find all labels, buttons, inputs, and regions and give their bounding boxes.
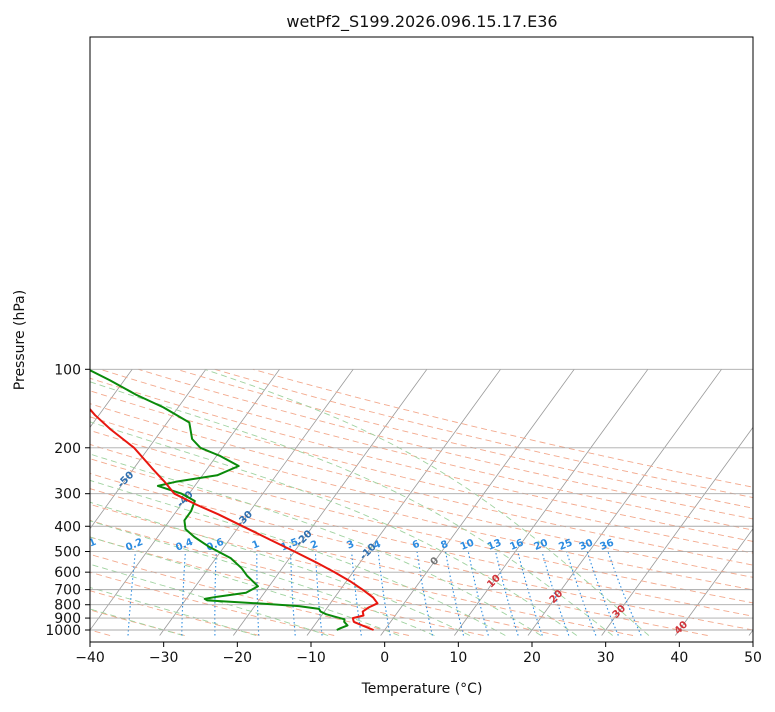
axes-ticks: −40 −30 −20 −10 0 10 20 30 40 5010020030040050060…	[45, 362, 762, 666]
mixing-ratio-line	[566, 551, 597, 636]
mixing-ratio-label: 20	[533, 537, 550, 552]
y-tick-label: 700	[54, 583, 81, 599]
dry-adiabat-line	[90, 390, 753, 554]
dry-adiabat-line	[90, 488, 708, 636]
sounding-profiles	[90, 369, 379, 631]
mixing-ratio-line	[314, 551, 323, 636]
dry-adiabat-line	[90, 416, 753, 578]
moist-adiabat-line	[90, 453, 542, 636]
x-tick-label: 40	[670, 650, 688, 666]
dewpoint-profile-line	[90, 369, 349, 631]
mixing-ratio-label: 6	[411, 539, 422, 552]
isotherm-line	[527, 369, 722, 636]
mixing-ratio-label: 3	[345, 539, 356, 552]
dry-adiabat-line	[90, 472, 753, 631]
x-tick-label: −30	[149, 650, 179, 666]
temperature-profile-line	[90, 407, 379, 631]
dry-adiabat-lines	[90, 368, 753, 636]
moist-adiabat-line	[90, 536, 400, 636]
y-tick-label: 600	[54, 565, 81, 581]
mixing-ratio-label: 36	[599, 537, 616, 552]
moist-adiabat-line	[204, 368, 650, 636]
y-tick-label: 300	[54, 487, 81, 503]
isotherm-line	[601, 426, 753, 636]
mixing-ratio-line	[290, 551, 296, 636]
isotherm-line	[90, 369, 133, 429]
y-tick-label: 500	[54, 545, 81, 561]
mixing-ratio-line	[127, 551, 136, 636]
dry-adiabat-line	[90, 590, 260, 636]
mixing-ratio-lines	[127, 551, 642, 636]
mixing-ratio-line	[517, 551, 543, 636]
mixing-ratio-label: 8	[439, 539, 450, 552]
mixing-ratio-line	[181, 551, 186, 636]
dry-adiabat-line	[176, 368, 753, 509]
dry-adiabat-line	[90, 430, 753, 591]
x-tick-label: 0	[380, 650, 389, 666]
moist-adiabat-line	[90, 479, 506, 636]
plot-area: 0.10.20.40.611.52346810131620253036-100-…	[77, 368, 753, 637]
mixing-ratio-label: 2	[309, 539, 320, 552]
mixing-ratio-label: 10	[459, 537, 476, 552]
moist-adiabat-line	[90, 563, 329, 636]
y-tick-label: 400	[54, 519, 81, 535]
mixing-ratio-label: 30	[578, 537, 595, 552]
mixing-ratio-line	[351, 551, 362, 636]
moist-adiabat-line	[90, 520, 435, 636]
y-tick-label: 200	[54, 441, 81, 457]
isotherm-line	[90, 369, 280, 631]
x-axis-label: Temperature (°C)	[361, 681, 483, 697]
mixing-ratio-label: 13	[486, 537, 503, 552]
x-tick-label: 10	[449, 650, 467, 666]
moist-adiabat-line	[90, 421, 578, 636]
isotherm-line	[453, 369, 649, 636]
y-axis-label: Pressure (hPa)	[12, 290, 28, 390]
dry-adiabat-line	[100, 368, 753, 531]
x-tick-label: −10	[296, 650, 326, 666]
dry-adiabat-line	[90, 553, 410, 636]
y-tick-label: 800	[54, 598, 81, 614]
dry-adiabat-line	[90, 443, 753, 604]
mixing-ratio-line	[214, 551, 217, 636]
mixing-ratio-label: 1	[251, 539, 262, 552]
pressure-gridlines	[90, 368, 753, 631]
x-tick-label: 50	[744, 650, 762, 666]
y-tick-label: 1000	[45, 623, 81, 639]
moist-adiabat-line	[90, 501, 471, 636]
isotherm-line	[159, 369, 354, 636]
mixing-ratio-label: 16	[508, 537, 525, 552]
isotherm-line	[232, 369, 428, 636]
dry-adiabat-line	[90, 458, 753, 617]
dry-adiabat-line	[252, 368, 753, 488]
y-tick-label: 100	[54, 362, 81, 378]
mixing-ratio-line	[607, 551, 642, 636]
dry-adiabat-line	[90, 519, 559, 636]
isotherm-line	[380, 369, 575, 636]
dry-adiabat-line	[90, 403, 753, 566]
x-tick-label: −20	[223, 650, 253, 666]
mixing-ratio-label: 25	[557, 537, 574, 552]
dry-adiabat-line	[90, 609, 185, 636]
moist-adiabat-lines	[90, 368, 650, 636]
mixing-ratio-label: 4	[372, 539, 383, 552]
isotherm-line	[674, 527, 753, 636]
mixing-ratio-line	[256, 551, 260, 636]
x-tick-label: −40	[75, 650, 105, 666]
mixing-ratio-line	[541, 551, 570, 636]
mixing-ratio-line	[586, 551, 619, 636]
x-tick-label: 30	[597, 650, 615, 666]
moist-adiabat-line	[90, 381, 613, 636]
dry-adiabat-line	[90, 536, 484, 636]
reference-line-labels: 0.10.20.40.611.52346810131620253036-100-…	[77, 470, 690, 637]
x-tick-label: 20	[523, 650, 541, 666]
plot-frame	[89, 36, 754, 643]
chart-title: wetPf2_S199.2026.096.15.17.E36	[286, 12, 557, 32]
y-tick-label: 900	[54, 611, 81, 627]
mixing-ratio-label: 0.1	[77, 537, 98, 554]
